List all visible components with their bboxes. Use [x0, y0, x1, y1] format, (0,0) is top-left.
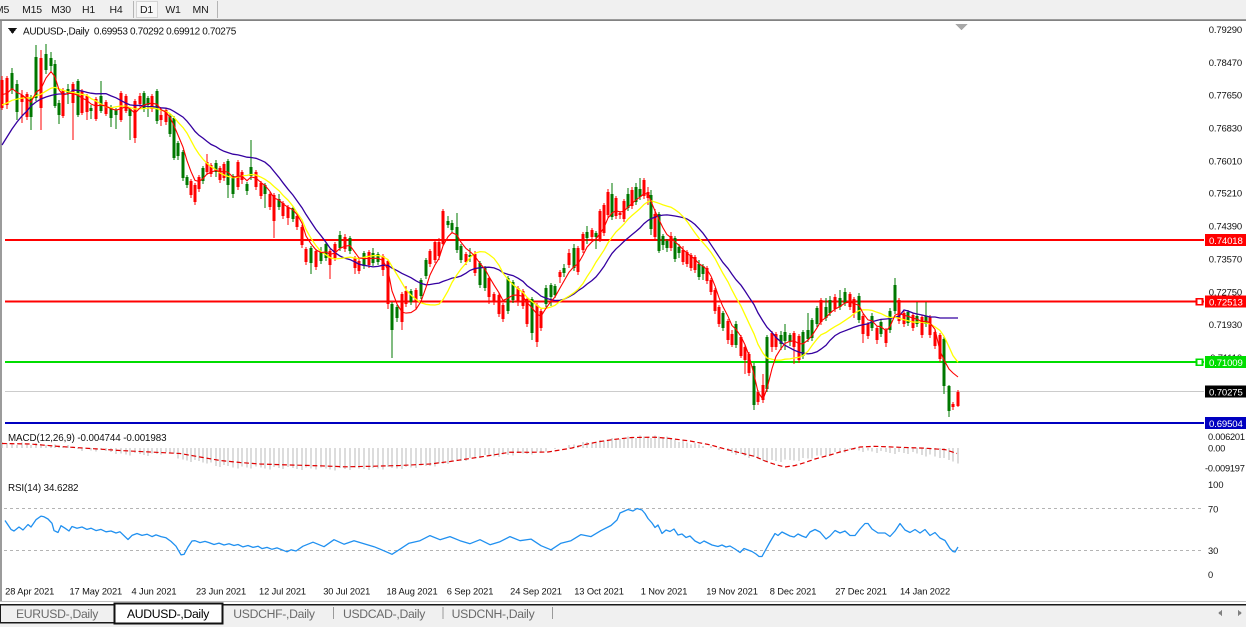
- svg-text:0.74018: 0.74018: [1209, 236, 1243, 247]
- svg-text:D1: D1: [140, 4, 153, 16]
- svg-text:28 Apr 2021: 28 Apr 2021: [5, 587, 54, 597]
- svg-text:1 Nov 2021: 1 Nov 2021: [641, 587, 688, 597]
- svg-text:18 Aug 2021: 18 Aug 2021: [386, 587, 437, 597]
- svg-text:AUDUSD-,Daily 0.69953 0.70292: AUDUSD-,Daily 0.69953 0.70292 0.69912 0.…: [23, 27, 237, 38]
- svg-text:USDCHF-,Daily: USDCHF-,Daily: [233, 607, 316, 621]
- svg-text:4 Jun 2021: 4 Jun 2021: [131, 587, 176, 597]
- svg-text:8 Dec 2021: 8 Dec 2021: [770, 587, 817, 597]
- svg-text:24 Sep 2021: 24 Sep 2021: [510, 587, 562, 597]
- svg-text:70: 70: [1208, 505, 1218, 515]
- svg-text:0.72513: 0.72513: [1209, 297, 1243, 308]
- svg-text:19 Nov 2021: 19 Nov 2021: [706, 587, 758, 597]
- svg-text:-0.009197: -0.009197: [1205, 464, 1245, 474]
- svg-text:0.76830: 0.76830: [1209, 124, 1242, 135]
- svg-text:13 Oct 2021: 13 Oct 2021: [574, 587, 624, 597]
- svg-text:0.71009: 0.71009: [1209, 358, 1243, 369]
- svg-text:0: 0: [1208, 570, 1213, 580]
- svg-text:0.71930: 0.71930: [1209, 320, 1242, 331]
- svg-text:30 Jul 2021: 30 Jul 2021: [323, 587, 370, 597]
- svg-text:0.78470: 0.78470: [1209, 58, 1242, 69]
- svg-text:23 Jun 2021: 23 Jun 2021: [196, 587, 246, 597]
- svg-text:0.75210: 0.75210: [1209, 189, 1242, 200]
- svg-text:0.006201: 0.006201: [1208, 432, 1245, 442]
- svg-text:USDCAD-,Daily: USDCAD-,Daily: [343, 607, 426, 621]
- svg-text:0.74390: 0.74390: [1209, 222, 1242, 233]
- svg-text:M5: M5: [0, 4, 9, 16]
- svg-text:EURUSD-,Daily: EURUSD-,Daily: [16, 607, 99, 621]
- svg-text:M15: M15: [22, 4, 42, 16]
- svg-text:MN: MN: [193, 4, 209, 16]
- svg-text:0.72750: 0.72750: [1209, 287, 1242, 298]
- svg-text:0.70275: 0.70275: [1209, 387, 1243, 398]
- svg-text:17 May 2021: 17 May 2021: [69, 587, 122, 597]
- svg-text:MACD(12,26,9) -0.004744 -0.001: MACD(12,26,9) -0.004744 -0.001983: [8, 433, 167, 444]
- svg-text:0.73570: 0.73570: [1209, 254, 1242, 265]
- svg-text:0.00: 0.00: [1208, 444, 1225, 454]
- svg-text:0.69504: 0.69504: [1209, 419, 1243, 430]
- svg-text:27 Dec 2021: 27 Dec 2021: [835, 587, 887, 597]
- svg-text:USDCNH-,Daily: USDCNH-,Daily: [452, 607, 536, 621]
- svg-text:0.76010: 0.76010: [1209, 157, 1242, 168]
- svg-text:H1: H1: [82, 4, 95, 16]
- svg-text:RSI(14) 34.6282: RSI(14) 34.6282: [8, 483, 78, 494]
- svg-text:14 Jan 2022: 14 Jan 2022: [900, 587, 950, 597]
- svg-text:6 Sep 2021: 6 Sep 2021: [447, 587, 494, 597]
- svg-text:12 Jul 2021: 12 Jul 2021: [259, 587, 306, 597]
- svg-text:W1: W1: [165, 4, 181, 16]
- svg-text:AUDUSD-,Daily: AUDUSD-,Daily: [127, 607, 210, 621]
- svg-text:0.77650: 0.77650: [1209, 91, 1242, 102]
- svg-text:M30: M30: [51, 4, 71, 16]
- svg-text:H4: H4: [109, 4, 122, 16]
- svg-text:100: 100: [1208, 480, 1224, 490]
- svg-text:0.79290: 0.79290: [1209, 25, 1242, 36]
- svg-text:30: 30: [1208, 546, 1218, 556]
